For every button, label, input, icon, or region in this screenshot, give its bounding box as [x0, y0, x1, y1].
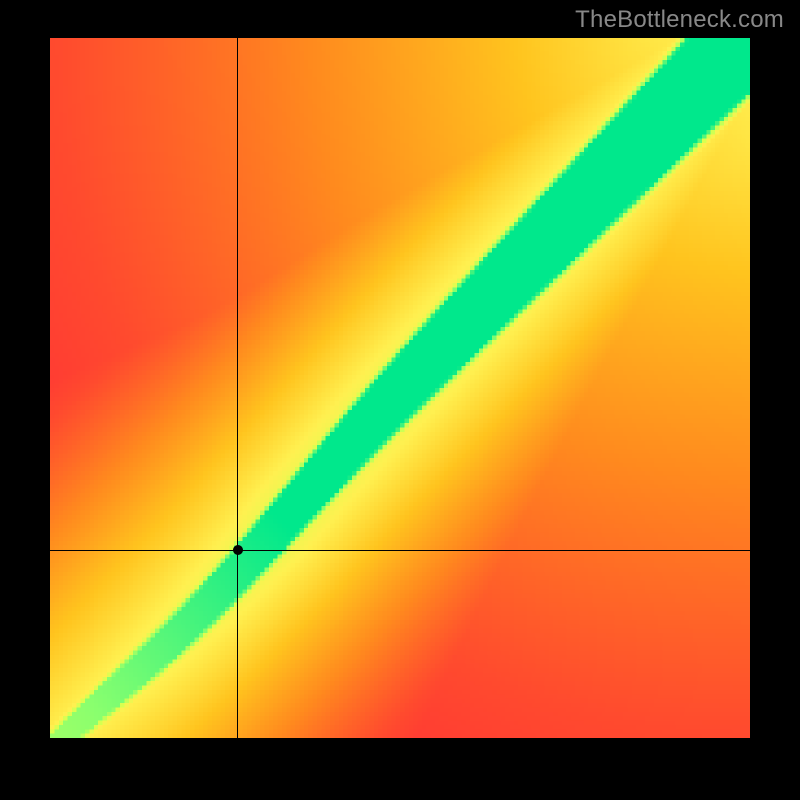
watermark-text: TheBottleneck.com	[575, 6, 784, 34]
heatmap-canvas	[50, 38, 750, 738]
crosshair-marker	[233, 545, 243, 555]
crosshair-horizontal	[50, 550, 750, 551]
chart-container: TheBottleneck.com	[0, 0, 800, 800]
crosshair-vertical	[237, 38, 238, 738]
plot-area	[50, 38, 750, 738]
